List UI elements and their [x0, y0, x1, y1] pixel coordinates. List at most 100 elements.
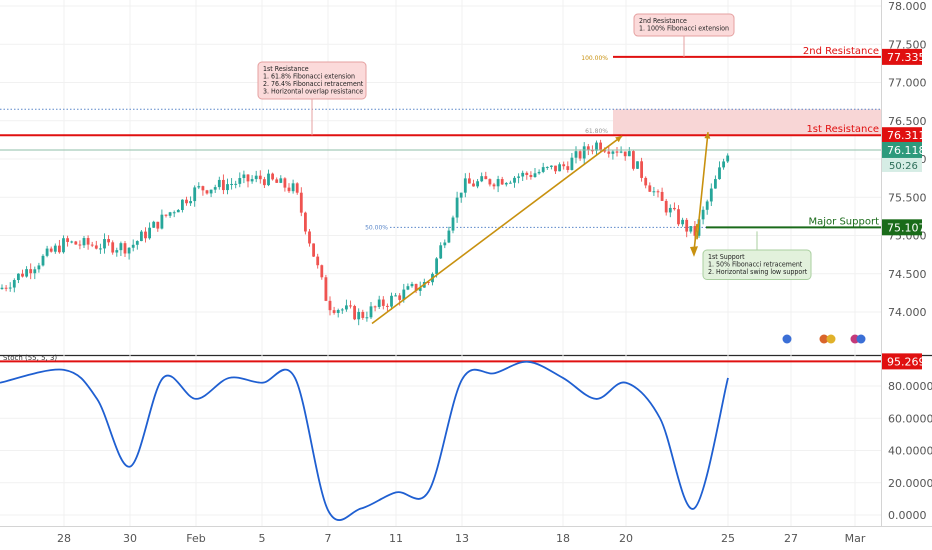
second-resistance-callout-text: 1. 100% Fibonacci extension — [639, 25, 729, 33]
candle — [685, 219, 689, 232]
stoch-series — [0, 360, 729, 521]
candle — [726, 155, 730, 162]
fib-arrow-head — [615, 136, 622, 143]
candle — [570, 157, 574, 170]
candle — [316, 256, 320, 266]
y-tick-label: 75.500 — [888, 191, 927, 204]
candle — [652, 191, 656, 193]
candle — [12, 280, 16, 288]
candle — [45, 248, 49, 256]
event-icons — [782, 334, 866, 344]
stoch-tick-label: 60.0000 — [888, 412, 932, 425]
dotted-levels — [0, 108, 881, 228]
fib-arrow — [696, 132, 709, 240]
candle — [558, 164, 561, 172]
candle — [349, 305, 352, 307]
y-tick-label: 74.500 — [888, 268, 927, 281]
candle — [74, 241, 78, 245]
candle — [254, 175, 258, 180]
candle — [345, 305, 348, 310]
candle — [586, 146, 590, 151]
candle — [94, 245, 98, 249]
stoch-tick-label: 40.0000 — [888, 445, 932, 458]
candle — [181, 199, 184, 210]
candle — [451, 217, 455, 231]
stoch-tick-label: 0.0000 — [888, 509, 927, 522]
level-lines — [0, 55, 881, 363]
y-tick-label: 77.000 — [888, 77, 927, 90]
candle — [484, 176, 488, 180]
stoch-indicator-label[interactable]: Stoch (55, 5, 3) — [3, 354, 57, 362]
candle — [623, 151, 627, 157]
fib-arrow — [371, 135, 623, 325]
candle — [722, 161, 725, 168]
candle — [595, 142, 598, 151]
candle — [144, 231, 147, 239]
event-icon[interactable] — [782, 334, 792, 344]
event-icon[interactable] — [826, 334, 836, 344]
candle — [377, 299, 381, 307]
second-resistance-label: 2nd Resistance — [803, 46, 879, 57]
candle — [504, 182, 508, 185]
candle — [673, 207, 676, 210]
candle — [390, 295, 393, 307]
fib-label-100: 100.00% — [581, 55, 608, 62]
candle — [328, 300, 332, 311]
candle — [21, 273, 24, 277]
candle — [599, 142, 602, 151]
candle — [668, 207, 672, 213]
candle — [17, 273, 20, 281]
candle — [308, 231, 311, 244]
candle — [336, 310, 340, 313]
candle — [312, 243, 315, 257]
candle — [541, 167, 545, 172]
candle — [66, 238, 69, 242]
event-icon[interactable] — [819, 334, 829, 344]
candle — [320, 265, 324, 278]
x-tick-label: 28 — [57, 532, 71, 545]
candle — [164, 214, 168, 216]
fib-label-50: 50.00% — [365, 224, 388, 231]
candle — [299, 192, 303, 213]
candle — [554, 165, 557, 172]
candle — [418, 287, 422, 291]
candle — [8, 287, 12, 289]
candle — [152, 221, 156, 228]
second-resistance-value: 77.335 — [887, 51, 926, 64]
y-tick-label: 76.500 — [888, 115, 927, 128]
candle — [640, 161, 643, 178]
candle — [357, 311, 361, 320]
candle — [287, 187, 291, 192]
candle — [185, 199, 188, 204]
current-price-value: 76.118 — [887, 144, 926, 157]
candle — [709, 188, 713, 202]
major-support-label: Major Support — [809, 216, 880, 227]
stoch-tick-label: 20.0000 — [888, 477, 932, 490]
candle — [156, 221, 160, 229]
candle — [591, 150, 594, 152]
x-tick-label: 30 — [123, 532, 137, 545]
candle — [705, 201, 709, 210]
candle — [615, 151, 619, 153]
candle — [324, 277, 328, 301]
candle — [537, 171, 541, 174]
candle — [447, 230, 451, 243]
candle — [427, 282, 430, 284]
candle — [295, 183, 299, 193]
x-tick-label: Feb — [186, 532, 205, 545]
event-icon[interactable] — [856, 334, 866, 344]
first-resistance-callout-text: 2. 76.4% Fibonacci retracement — [263, 80, 364, 88]
stoch-tick-label: 80.0000 — [888, 380, 932, 393]
candle — [439, 245, 443, 259]
candle — [58, 245, 61, 253]
candle — [279, 178, 283, 183]
candle — [365, 317, 369, 319]
candle — [230, 183, 233, 185]
candle — [271, 173, 274, 180]
candle — [160, 214, 164, 229]
candle — [644, 177, 648, 186]
candle — [607, 151, 611, 154]
candle — [533, 173, 537, 178]
candle — [176, 209, 180, 213]
candle — [476, 181, 479, 187]
